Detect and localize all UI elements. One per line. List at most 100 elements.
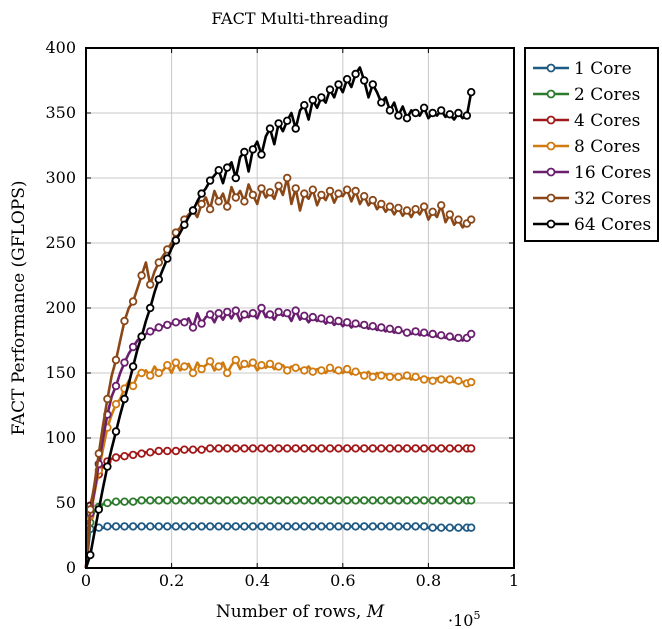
data-point-8-cores: [205, 357, 215, 366]
data-point-32-cores: [94, 449, 103, 458]
data-point-1-core: [257, 522, 266, 531]
data-point-8-cores: [274, 362, 283, 371]
data-point-2-cores: [163, 496, 172, 505]
data-point-16-cores: [205, 310, 215, 319]
data-point-1-core: [342, 522, 352, 531]
data-point-4-cores: [180, 445, 189, 454]
data-point-1-core: [385, 522, 395, 531]
data-point-32-cores: [137, 271, 146, 280]
series-2-cores: [84, 496, 476, 569]
data-point-16-cores: [214, 309, 223, 318]
data-point-16-cores: [265, 310, 275, 319]
data-point-4-cores: [467, 444, 476, 453]
series-64-cores: [84, 66, 476, 569]
y-tick-label: 150: [45, 363, 76, 382]
data-point-64-cores: [205, 176, 215, 185]
data-point-64-cores: [402, 113, 412, 123]
data-point-64-cores: [385, 106, 395, 115]
data-point-2-cores: [317, 496, 326, 505]
data-point-4-cores: [188, 445, 198, 454]
data-point-32-cores: [154, 258, 163, 267]
legend-item-1-core: 1 Core: [533, 59, 632, 79]
data-point-32-cores: [394, 203, 403, 213]
data-point-4-cores: [205, 444, 215, 453]
data-point-1-core: [171, 522, 181, 531]
data-point-2-cores: [240, 496, 249, 505]
data-point-16-cores: [197, 319, 206, 328]
data-point-32-cores: [325, 186, 335, 196]
data-point-8-cores: [137, 368, 146, 378]
data-point-32-cores: [283, 173, 292, 183]
data-point-16-cores: [188, 323, 198, 332]
data-point-1-core: [283, 522, 292, 531]
data-point-16-cores: [437, 331, 446, 340]
data-point-64-cores: [394, 111, 403, 120]
data-point-16-cores: [351, 319, 360, 328]
data-point-32-cores: [402, 206, 412, 215]
data-point-4-cores: [231, 444, 240, 453]
data-point-8-cores: [360, 371, 369, 380]
data-point-4-cores: [214, 444, 223, 453]
data-point-16-cores: [394, 325, 403, 335]
data-point-32-cores: [274, 181, 283, 190]
data-point-64-cores: [248, 145, 258, 154]
data-point-8-cores: [188, 368, 198, 378]
data-point-8-cores: [154, 368, 163, 378]
data-point-8-cores: [334, 366, 343, 375]
data-point-4-cores: [308, 444, 317, 453]
data-point-8-cores: [325, 363, 335, 372]
y-tick-label: 50: [56, 493, 76, 512]
data-point-1-core: [419, 522, 429, 531]
legend-marker: [546, 193, 556, 203]
data-point-8-cores: [317, 366, 326, 375]
data-point-2-cores: [394, 496, 403, 505]
data-point-32-cores: [351, 186, 360, 196]
data-point-16-cores: [128, 342, 138, 352]
data-point-32-cores: [411, 204, 420, 214]
data-point-16-cores: [248, 309, 258, 318]
data-point-32-cores: [248, 190, 258, 200]
data-point-8-cores: [265, 359, 275, 369]
data-point-32-cores: [86, 505, 95, 514]
legend-marker: [546, 89, 556, 99]
data-point-32-cores: [145, 280, 155, 289]
legend-item-32-cores: 32 Cores: [533, 189, 651, 209]
series-line-8-cores: [84, 358, 472, 569]
x-tick-label: 0: [81, 571, 91, 590]
data-point-8-cores: [291, 363, 300, 372]
data-point-1-core: [163, 522, 172, 531]
data-point-16-cores: [240, 310, 249, 319]
legend-item-4-cores: 4 Cores: [533, 111, 640, 131]
data-point-4-cores: [325, 444, 335, 453]
data-point-4-cores: [351, 444, 360, 453]
data-point-2-cores: [128, 497, 138, 506]
data-point-2-cores: [222, 496, 232, 505]
data-point-32-cores: [308, 185, 317, 194]
data-point-2-cores: [283, 496, 292, 505]
data-point-1-core: [411, 522, 420, 531]
data-point-16-cores: [317, 314, 326, 323]
data-point-2-cores: [231, 496, 240, 505]
data-point-16-cores: [308, 312, 317, 322]
data-point-8-cores: [377, 371, 386, 380]
x-scale-factor: ·105: [448, 609, 480, 629]
data-point-64-cores: [137, 332, 146, 341]
data-point-1-core: [197, 522, 206, 531]
data-point-8-cores: [428, 376, 437, 385]
data-point-2-cores: [180, 496, 189, 505]
data-point-32-cores: [257, 184, 266, 193]
data-point-64-cores: [145, 303, 155, 313]
y-tick-label: 400: [45, 38, 76, 57]
data-point-16-cores: [145, 327, 155, 336]
data-point-2-cores: [291, 496, 300, 505]
legend-label: 4 Cores: [574, 111, 640, 131]
series-layer: [84, 66, 476, 569]
data-point-2-cores: [197, 496, 206, 505]
data-point-1-core: [248, 522, 258, 531]
data-point-8-cores: [231, 355, 240, 365]
data-point-8-cores: [342, 364, 352, 374]
data-point-2-cores: [188, 496, 198, 505]
data-point-16-cores: [377, 323, 386, 332]
data-point-4-cores: [265, 444, 275, 453]
data-point-16-cores: [257, 303, 266, 313]
